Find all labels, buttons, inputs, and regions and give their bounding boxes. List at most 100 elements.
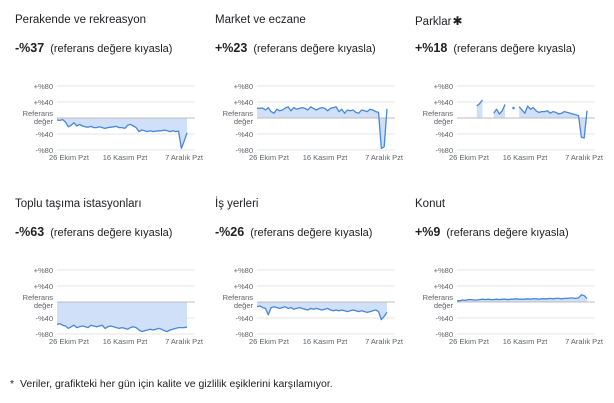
panel-title: Parklar✱	[415, 14, 463, 28]
y-tick-label-line: değer	[434, 117, 454, 126]
y-tick-label: -%40	[35, 130, 53, 139]
series-line	[518, 105, 588, 139]
y-tick-label: Referans değer	[423, 293, 454, 310]
y-tick-label: -%80	[235, 330, 253, 339]
x-tick-label: 26 Ekim Pzt	[449, 153, 490, 162]
y-tick-label: +%40	[434, 98, 453, 107]
y-tick-label: +%40	[434, 282, 453, 291]
y-tick-label: -%40	[435, 314, 453, 323]
series-area	[57, 302, 187, 332]
panel-title: İş yerleri	[215, 198, 259, 210]
y-tick-label-line: değer	[34, 301, 54, 310]
y-tick-label: Referans değer	[23, 109, 54, 126]
panel-change: -%37 (referans değere kıyasla)	[15, 39, 172, 57]
series-area	[457, 294, 587, 302]
y-tick-label: +%40	[234, 98, 253, 107]
footnote: * Veriler, grafikteki her gün için kalit…	[10, 378, 333, 390]
panel-retail-recreation: Perakende ve rekreasyon -%37 (referans de…	[15, 14, 207, 189]
footnote-marker: *	[10, 378, 15, 390]
y-tick-label-line: değer	[234, 117, 254, 126]
panel-workplaces: İş yerleri -%26 (referans değere kıyasla)…	[215, 198, 407, 373]
change-suffix: (referans değere kıyasla)	[446, 227, 569, 239]
series-line	[56, 322, 188, 333]
y-tick-label-line: Referans	[23, 109, 54, 118]
footnote-text: Veriler, grafikteki her gün için kalite …	[19, 378, 333, 390]
y-tick-label: +%80	[34, 82, 53, 91]
x-tick-label: 26 Ekim Pzt	[49, 337, 90, 346]
panel-change: +%18 (referans değere kıyasla)	[415, 39, 576, 57]
x-tick-label: 16 Kasım Pzt	[503, 337, 549, 346]
series-area	[57, 118, 187, 149]
change-value: -%63	[15, 225, 45, 239]
y-tick-label: +%80	[34, 266, 53, 275]
x-tick-label: 26 Ekim Pzt	[49, 153, 90, 162]
change-suffix: (referans değere kıyasla)	[453, 43, 576, 55]
series-area	[493, 104, 506, 118]
x-tick-label: 26 Ekim Pzt	[249, 337, 290, 346]
x-tick-label: 7 Aralık Pzt	[365, 153, 404, 162]
series-line	[56, 118, 188, 150]
y-tick-label: -%40	[435, 130, 453, 139]
series-area	[476, 100, 483, 118]
y-tick-label: +%80	[234, 82, 253, 91]
change-value: +%9	[415, 225, 441, 239]
change-value: +%18	[415, 41, 448, 55]
y-tick-label: -%80	[435, 330, 453, 339]
y-tick-label-line: Referans	[223, 109, 254, 118]
panel-grocery-pharmacy: Market ve eczane +%23 (referans değere kı…	[215, 14, 407, 189]
x-tick-label: 7 Aralık Pzt	[365, 337, 404, 346]
y-tick-label-line: değer	[234, 301, 254, 310]
y-tick-label: +%80	[434, 266, 453, 275]
change-value: -%26	[215, 225, 245, 239]
x-tick-label: 7 Aralık Pzt	[565, 337, 604, 346]
y-tick-label: Referans değer	[23, 293, 54, 310]
series-line	[476, 99, 483, 107]
y-tick-label: +%40	[34, 98, 53, 107]
panel-title: Perakende ve rekreasyon	[15, 14, 147, 26]
x-tick-label: 16 Kasım Pzt	[303, 153, 349, 162]
series-point	[512, 106, 515, 110]
asterisk-icon: ✱	[452, 14, 463, 28]
x-tick-label: 16 Kasım Pzt	[103, 337, 149, 346]
panel-change: -%26 (referans değere kıyasla)	[215, 223, 372, 241]
y-tick-label-line: Referans	[423, 109, 454, 118]
y-tick-label-line: değer	[434, 301, 454, 310]
x-tick-label: 7 Aralık Pzt	[165, 153, 204, 162]
x-tick-label: 26 Ekim Pzt	[449, 337, 490, 346]
y-tick-label: -%80	[235, 146, 253, 155]
panel-change: +%23 (referans değere kıyasla)	[215, 39, 376, 57]
y-tick-label: -%80	[435, 146, 453, 155]
series-line	[457, 294, 588, 302]
y-tick-label: Referans değer	[423, 109, 454, 126]
y-tick-label: -%40	[35, 314, 53, 323]
y-tick-label: -%80	[35, 146, 53, 155]
panel-title: Konut	[415, 198, 446, 210]
x-tick-label: 7 Aralık Pzt	[565, 153, 604, 162]
panel-title: Market ve eczane	[215, 14, 306, 26]
y-tick-label: +%40	[234, 282, 253, 291]
change-value: +%23	[215, 41, 248, 55]
y-tick-label: -%40	[235, 314, 253, 323]
x-tick-label: 16 Kasım Pzt	[303, 337, 349, 346]
series-area	[257, 106, 387, 149]
series-area	[257, 302, 387, 320]
panel-change: +%9 (referans değere kıyasla)	[415, 223, 569, 241]
panel-residential: Konut +%9 (referans değere kıyasla) +%80 +…	[415, 198, 607, 373]
change-suffix: (referans değere kıyasla)	[250, 227, 373, 239]
change-suffix: (referans değere kıyasla)	[50, 227, 173, 239]
series-line	[256, 305, 388, 321]
y-tick-label: Referans değer	[223, 109, 254, 126]
y-tick-label-line: değer	[34, 117, 54, 126]
y-tick-label: +%80	[234, 266, 253, 275]
panel-change: -%63 (referans değere kıyasla)	[15, 223, 172, 241]
change-suffix: (referans değere kıyasla)	[253, 43, 376, 55]
x-tick-label: 16 Kasım Pzt	[503, 153, 549, 162]
panel-parks: Parklar✱ +%18 (referans değere kıyasla) +…	[415, 14, 607, 189]
series-area	[519, 106, 587, 138]
series-line	[493, 104, 506, 115]
